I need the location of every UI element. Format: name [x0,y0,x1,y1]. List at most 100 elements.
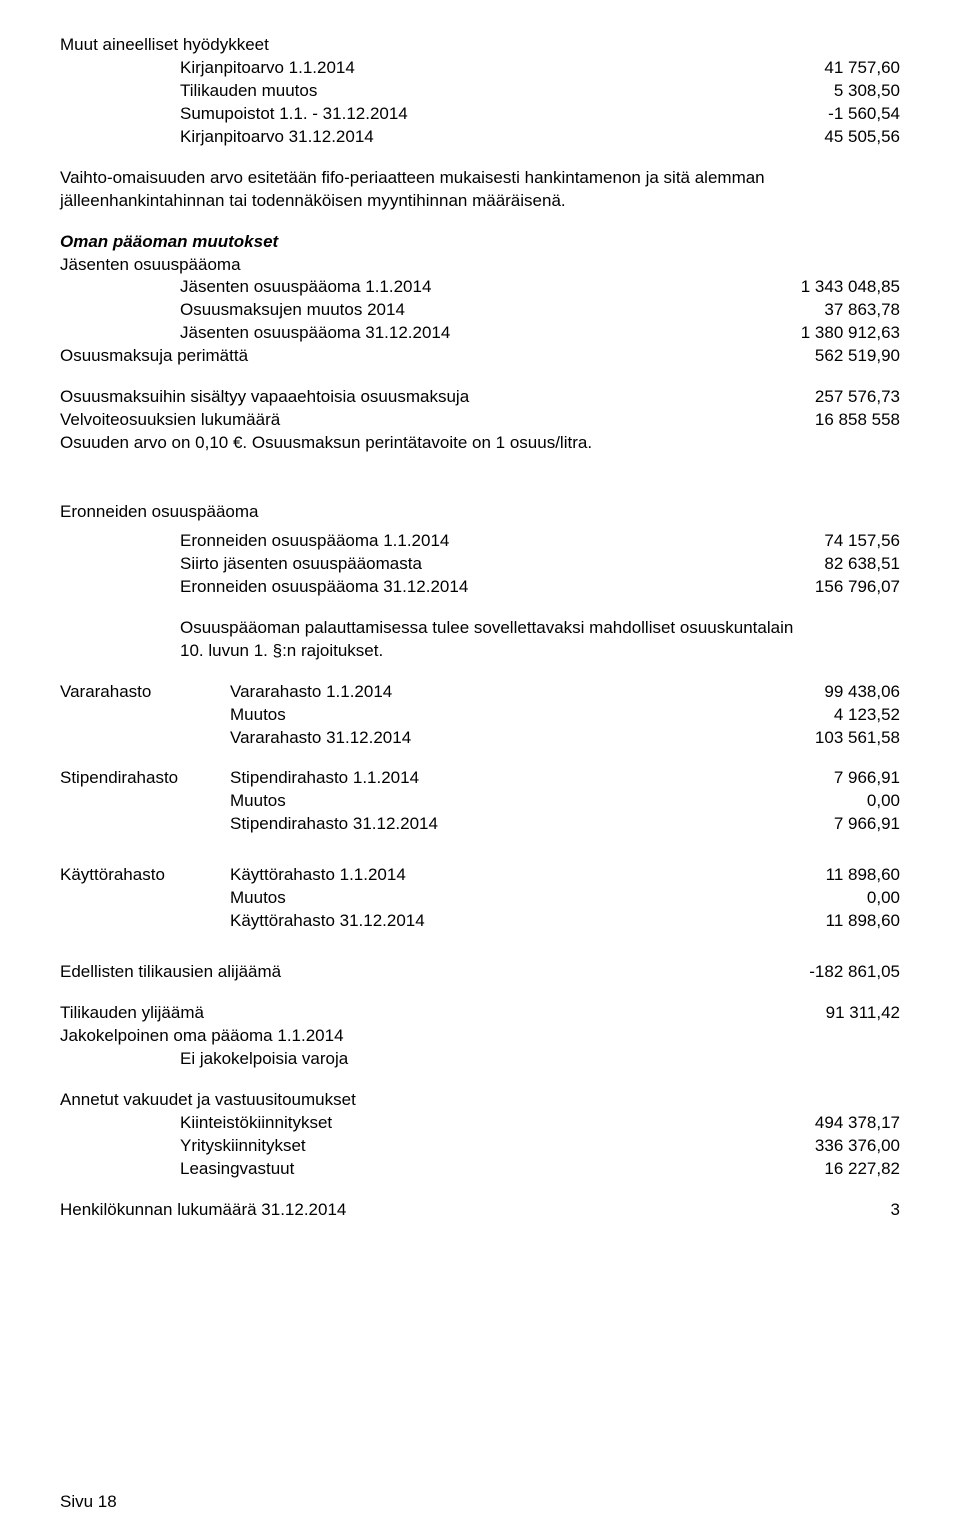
vakuudet-title: Annetut vakuudet ja vastuusitoumukset [60,1089,900,1112]
section2-velvoite-row: Velvoiteosuuksien lukumäärä 16 858 558 [60,409,900,432]
row-label: Velvoiteosuuksien lukumäärä [60,409,750,432]
section2-row: Osuusmaksujen muutos 2014 37 863,78 [60,299,900,322]
row-value: 74 157,56 [750,530,900,553]
row-label: Jäsenten osuuspääoma 1.1.2014 [180,276,750,299]
section3-note1: Osuuspääoman palauttamisessa tulee sovel… [60,617,900,640]
row-value: 41 757,60 [750,57,900,80]
row-value: 16 858 558 [750,409,900,432]
vararahasto-row: Vararahasto 31.12.2014 103 561,58 [60,727,900,750]
row-label: Yrityskiinnitykset [180,1135,750,1158]
vararahasto-row: Muutos 4 123,52 [60,704,900,727]
row-value: 0,00 [750,790,900,813]
row-label: Muutos [230,887,750,910]
row-label: Stipendirahasto 1.1.2014 [230,767,750,790]
stipendirahasto-row: Muutos 0,00 [60,790,900,813]
row-label: Tilikauden muutos [180,80,750,103]
row-label: Tilikauden ylijäämä [60,1002,750,1025]
edellisten-row: Edellisten tilikausien alijäämä -182 861… [60,961,900,984]
row-value: 11 898,60 [750,864,900,887]
row-label: Eronneiden osuuspääoma 31.12.2014 [180,576,750,599]
row-label: Henkilökunnan lukumäärä 31.12.2014 [60,1199,750,1222]
henkilokunta-row: Henkilökunnan lukumäärä 31.12.2014 3 [60,1199,900,1222]
section2-sub1-title: Jäsenten osuuspääoma [60,254,900,277]
row-value: 494 378,17 [750,1112,900,1135]
section1-note: Vaihto-omaisuuden arvo esitetään fifo-pe… [60,167,900,213]
vakuudet-row: Leasingvastuut 16 227,82 [60,1158,900,1181]
section3-row: Eronneiden osuuspääoma 31.12.2014 156 79… [60,576,900,599]
row-label: Muutos [230,704,750,727]
section2-perimatta-row: Osuusmaksuja perimättä 562 519,90 [60,345,900,368]
jakokelpoinen-label: Jakokelpoinen oma pääoma 1.1.2014 [60,1025,900,1048]
row-label: Sumupoistot 1.1. - 31.12.2014 [180,103,750,126]
row-value: 3 [750,1199,900,1222]
fund-name: Vararahasto [60,681,230,704]
section2-row: Jäsenten osuuspääoma 31.12.2014 1 380 91… [60,322,900,345]
row-label: Käyttörahasto 31.12.2014 [230,910,750,933]
section2-heading: Oman pääoman muutokset [60,231,900,254]
row-value: -1 560,54 [750,103,900,126]
section1-title: Muut aineelliset hyödykkeet [60,34,900,57]
row-value: 1 380 912,63 [750,322,900,345]
row-label: Osuusmaksuihin sisältyy vapaaehtoisia os… [60,386,750,409]
row-value: -182 861,05 [750,961,900,984]
jakokelpoinen-note: Ei jakokelpoisia varoja [60,1048,900,1071]
tilikauden-row: Tilikauden ylijäämä 91 311,42 [60,1002,900,1025]
row-label: Kiinteistökiinnitykset [180,1112,750,1135]
fund-name: Käyttörahasto [60,864,230,887]
row-value: 156 796,07 [750,576,900,599]
row-label: Leasingvastuut [180,1158,750,1181]
row-value: 103 561,58 [750,727,900,750]
row-value: 99 438,06 [750,681,900,704]
section3-row: Siirto jäsenten osuuspääomasta 82 638,51 [60,553,900,576]
section3-title: Eronneiden osuuspääoma [60,501,900,524]
section2-vapaa-row: Osuusmaksuihin sisältyy vapaaehtoisia os… [60,386,900,409]
row-label: Stipendirahasto 31.12.2014 [230,813,750,836]
vakuudet-row: Yrityskiinnitykset 336 376,00 [60,1135,900,1158]
row-value: 45 505,56 [750,126,900,149]
row-label: Jäsenten osuuspääoma 31.12.2014 [180,322,750,345]
kayttorahasto-row: Käyttörahasto Käyttörahasto 1.1.2014 11 … [60,864,900,887]
section1-row: Kirjanpitoarvo 1.1.2014 41 757,60 [60,57,900,80]
row-label: Käyttörahasto 1.1.2014 [230,864,750,887]
row-value: 7 966,91 [750,813,900,836]
row-label: Eronneiden osuuspääoma 1.1.2014 [180,530,750,553]
stipendirahasto-row: Stipendirahasto 31.12.2014 7 966,91 [60,813,900,836]
row-label: Vararahasto 31.12.2014 [230,727,750,750]
row-label: Edellisten tilikausien alijäämä [60,961,750,984]
section2-row: Jäsenten osuuspääoma 1.1.2014 1 343 048,… [60,276,900,299]
row-value: 336 376,00 [750,1135,900,1158]
vakuudet-row: Kiinteistökiinnitykset 494 378,17 [60,1112,900,1135]
section3-note2: 10. luvun 1. §:n rajoitukset. [60,640,900,663]
section2-note: Osuuden arvo on 0,10 €. Osuusmaksun peri… [60,432,900,455]
kayttorahasto-row: Käyttörahasto 31.12.2014 11 898,60 [60,910,900,933]
row-label: Kirjanpitoarvo 31.12.2014 [180,126,750,149]
row-value: 7 966,91 [750,767,900,790]
row-value: 1 343 048,85 [750,276,900,299]
row-value: 4 123,52 [750,704,900,727]
row-label: Vararahasto 1.1.2014 [230,681,750,704]
row-label: Osuusmaksuja perimättä [60,345,750,368]
row-label: Siirto jäsenten osuuspääomasta [180,553,750,576]
row-value: 82 638,51 [750,553,900,576]
section1-row: Kirjanpitoarvo 31.12.2014 45 505,56 [60,126,900,149]
row-value: 16 227,82 [750,1158,900,1181]
page-footer: Sivu 18 [60,1491,117,1514]
fund-name: Stipendirahasto [60,767,230,790]
section3-row: Eronneiden osuuspääoma 1.1.2014 74 157,5… [60,530,900,553]
row-value: 37 863,78 [750,299,900,322]
kayttorahasto-row: Muutos 0,00 [60,887,900,910]
row-value: 0,00 [750,887,900,910]
vararahasto-row: Vararahasto Vararahasto 1.1.2014 99 438,… [60,681,900,704]
section1-row: Sumupoistot 1.1. - 31.12.2014 -1 560,54 [60,103,900,126]
row-value: 5 308,50 [750,80,900,103]
row-label: Osuusmaksujen muutos 2014 [180,299,750,322]
row-label: Muutos [230,790,750,813]
stipendirahasto-row: Stipendirahasto Stipendirahasto 1.1.2014… [60,767,900,790]
section1-row: Tilikauden muutos 5 308,50 [60,80,900,103]
row-value: 91 311,42 [750,1002,900,1025]
row-value: 11 898,60 [750,910,900,933]
document-page: Muut aineelliset hyödykkeet Kirjanpitoar… [0,0,960,1534]
row-value: 562 519,90 [750,345,900,368]
row-value: 257 576,73 [750,386,900,409]
row-label: Kirjanpitoarvo 1.1.2014 [180,57,750,80]
